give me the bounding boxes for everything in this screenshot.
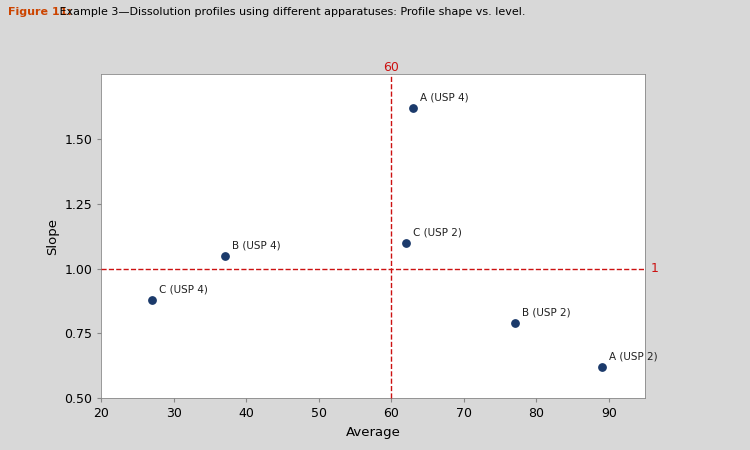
Point bbox=[509, 320, 520, 327]
Point bbox=[400, 239, 412, 246]
Y-axis label: Slope: Slope bbox=[46, 218, 58, 255]
Text: Example 3—Dissolution profiles using different apparatuses: Profile shape vs. le: Example 3—Dissolution profiles using dif… bbox=[56, 7, 526, 17]
Text: 60: 60 bbox=[383, 61, 399, 74]
X-axis label: Average: Average bbox=[346, 426, 400, 439]
Text: B (USP 4): B (USP 4) bbox=[232, 240, 280, 251]
Text: A (USP 2): A (USP 2) bbox=[609, 352, 658, 362]
Text: Figure 11:: Figure 11: bbox=[8, 7, 71, 17]
Text: A (USP 4): A (USP 4) bbox=[420, 93, 469, 103]
Text: C (USP 4): C (USP 4) bbox=[159, 284, 209, 295]
Point bbox=[407, 104, 419, 112]
Text: B (USP 2): B (USP 2) bbox=[522, 308, 571, 318]
Text: 1: 1 bbox=[650, 262, 658, 275]
Point bbox=[596, 364, 608, 371]
Point bbox=[146, 296, 158, 303]
Text: C (USP 2): C (USP 2) bbox=[413, 228, 462, 238]
Point bbox=[218, 252, 230, 259]
